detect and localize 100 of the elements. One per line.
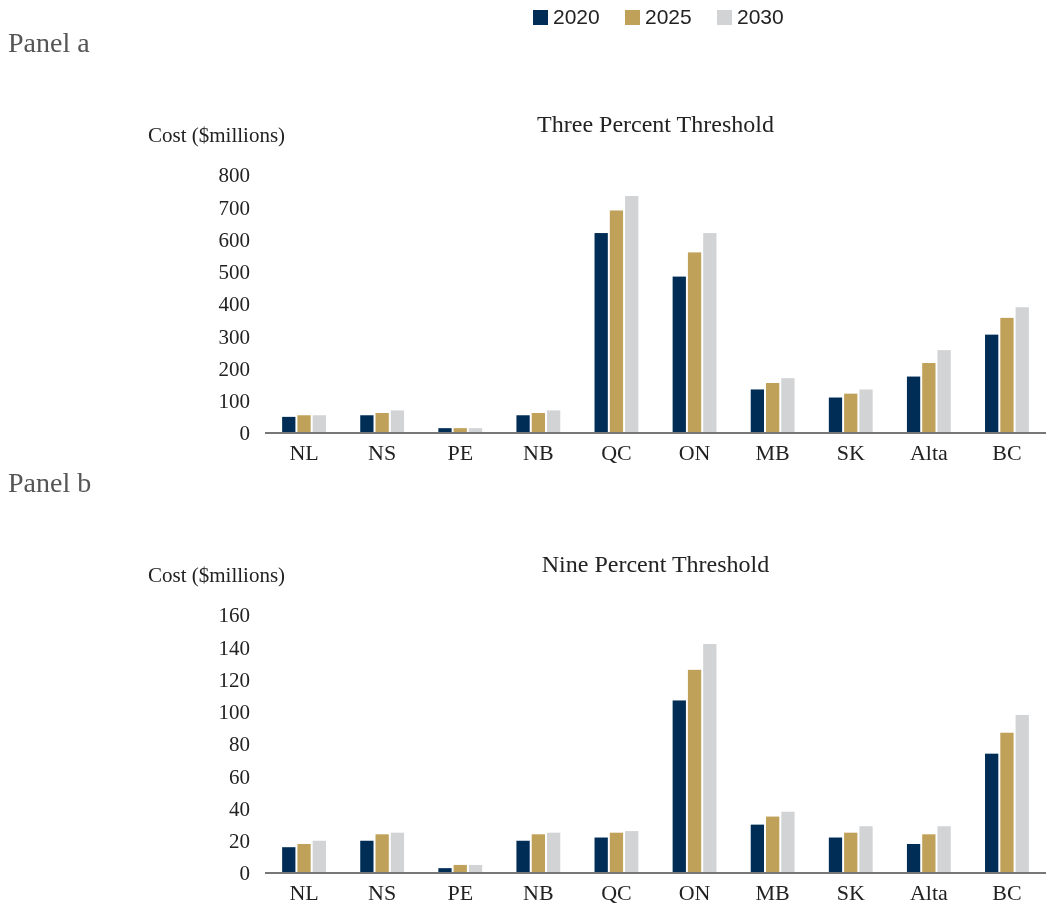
y-tick-label: 600 [218,227,250,252]
x-tick-label: BC [992,440,1022,465]
y-tick-label: 200 [218,356,250,381]
bar [1000,732,1014,873]
x-tick-label: NS [368,440,397,465]
y-tick-label: 40 [229,796,250,821]
y-tick-label: 400 [218,292,250,317]
chart-title: Three Percent Threshold [537,111,774,137]
bar [828,397,843,433]
x-tick-label: MB [755,440,790,465]
bar [985,334,999,433]
y-axis-title: Cost ($millions) [148,123,286,147]
bar [1015,307,1029,433]
bar [703,233,717,433]
bar [360,840,374,873]
bar [781,378,795,433]
y-tick-label: 500 [218,260,250,285]
chart-title: Nine Percent Threshold [541,551,770,577]
bar [937,350,951,433]
bar [844,393,858,433]
y-tick-label: 800 [218,163,250,188]
bar [360,415,374,433]
bar [609,210,624,433]
bar [844,832,858,873]
bar [594,837,608,873]
bar [297,415,311,433]
bar [859,826,873,873]
x-tick-label: NS [368,880,397,905]
x-tick-label: ON [678,880,711,905]
y-axis-title: Cost ($millions) [148,563,286,587]
y-tick-label: 100 [218,700,250,725]
bar [390,410,405,433]
y-tick-label: 160 [218,603,250,628]
bar [516,840,530,873]
bar [766,816,780,873]
bar [625,195,639,433]
y-tick-label: 140 [218,635,250,660]
x-tick-label: QC [601,440,632,465]
bar [546,410,561,433]
bar [390,832,405,873]
bar [282,416,296,433]
bar [609,832,624,873]
bar [937,826,951,873]
x-tick-label: QC [601,880,632,905]
y-tick-label: 60 [229,764,250,789]
bar [703,644,717,873]
bar [859,389,873,433]
legend-label: 2020 [553,5,600,28]
bar [625,831,639,873]
bar [531,834,545,873]
y-tick-label: 120 [218,667,250,692]
bar [922,834,936,873]
text: Panel a [8,27,91,58]
bar [594,233,608,433]
legend-label: 2025 [645,5,692,28]
y-tick-label: 0 [239,421,250,446]
bar [531,413,545,433]
bar [312,840,326,873]
y-tick-label: 0 [239,861,250,886]
bar [1000,317,1014,433]
bar [516,415,530,433]
bar [375,413,389,433]
x-tick-label: SK [836,880,865,905]
bar [687,669,702,873]
x-tick-label: PE [447,880,474,905]
x-tick-label: Alta [909,440,949,465]
bar [546,832,561,873]
y-tick-label: 700 [218,195,250,220]
bar [906,376,921,433]
bar [922,363,936,433]
x-tick-label: ON [678,440,711,465]
y-tick-label: 20 [229,829,250,854]
bar [1015,714,1029,873]
bar [781,811,795,873]
text: Panel b [8,467,92,498]
y-tick-label: 80 [229,732,250,757]
x-tick-label: SK [836,440,865,465]
bar [297,843,311,873]
x-tick-label: NB [523,880,554,905]
bar [985,753,999,873]
bar [766,383,780,433]
bar [906,843,921,873]
bar [282,847,296,873]
x-tick-label: NB [523,440,554,465]
legend-label: 2030 [737,5,784,28]
bar [687,252,702,433]
x-tick-label: NL [289,440,319,465]
bar [672,700,686,873]
bar [375,834,389,873]
bar [672,276,686,433]
x-tick-label: MB [755,880,790,905]
y-tick-label: 300 [218,324,250,349]
bar [750,824,765,873]
x-tick-label: Alta [909,880,949,905]
bar [828,837,843,873]
bar [312,415,326,433]
y-tick-label: 100 [218,389,250,414]
x-tick-label: BC [992,880,1022,905]
x-tick-label: NL [289,880,319,905]
x-tick-label: PE [447,440,474,465]
